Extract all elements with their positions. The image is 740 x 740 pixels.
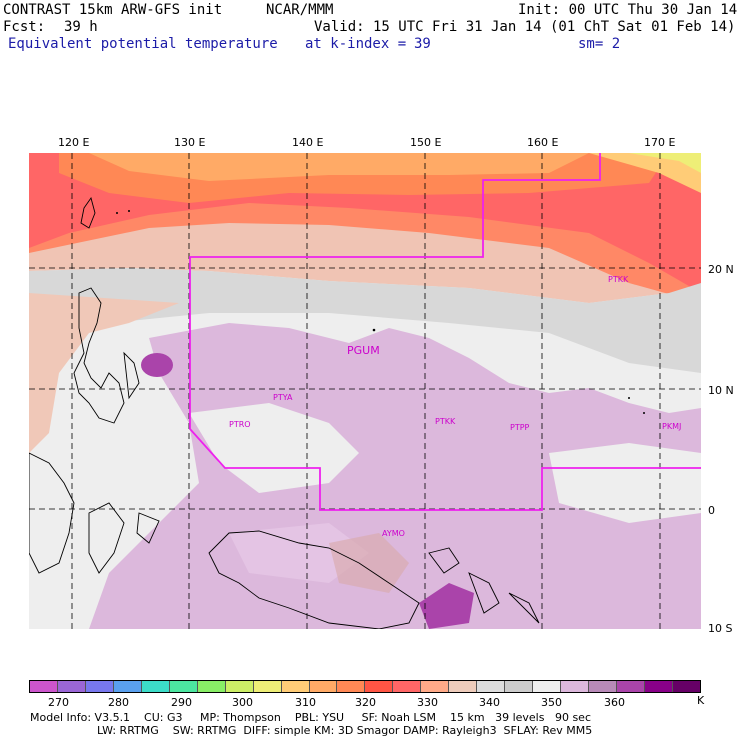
colorbar-swatch-16 bbox=[477, 681, 506, 692]
model-info-line2: LW: RRTMG SW: RRTMG DIFF: simple KM: 3D … bbox=[97, 724, 593, 737]
colorbar-swatch-2 bbox=[85, 681, 114, 692]
colorbar-swatch-23 bbox=[672, 681, 700, 692]
cbar-label-350: 350 bbox=[541, 696, 562, 709]
colorbar-swatch-7 bbox=[225, 681, 254, 692]
colorbar-swatch-18 bbox=[533, 681, 562, 692]
colorbar-swatch-12 bbox=[365, 681, 394, 692]
level-label: at k-index = bbox=[305, 36, 407, 52]
cbar-label-360: 360 bbox=[604, 696, 625, 709]
org-label: NCAR/MMM bbox=[266, 2, 334, 18]
station-ptpp: PTPP bbox=[510, 423, 530, 432]
colorbar-swatch-14 bbox=[421, 681, 450, 692]
colorbar-swatch-1 bbox=[57, 681, 86, 692]
cbar-label-330: 330 bbox=[417, 696, 438, 709]
cbar-label-280: 280 bbox=[108, 696, 129, 709]
cbar-label-270: 270 bbox=[48, 696, 69, 709]
coastlines bbox=[29, 196, 540, 629]
cbar-label-310: 310 bbox=[295, 696, 316, 709]
cbar-label-320: 320 bbox=[355, 696, 376, 709]
lat-lon-grid bbox=[29, 153, 701, 629]
colorbar-swatch-11 bbox=[337, 681, 366, 692]
colorbar-swatch-3 bbox=[113, 681, 142, 692]
forecast-label: Fcst: bbox=[3, 19, 46, 35]
model-info-line1: Model Info: V3.5.1 CU: G3 MP: Thompson P… bbox=[30, 711, 591, 724]
station-ptro: PTRO bbox=[229, 420, 251, 429]
cbar-label-340: 340 bbox=[479, 696, 500, 709]
colorbar-swatch-6 bbox=[197, 681, 226, 692]
map-panel: PTKK PGUM PTYA PTRO PTKK PTPP PKMJ AYMO bbox=[29, 153, 701, 629]
cbar-label-300: 300 bbox=[232, 696, 253, 709]
colorbar-swatch-21 bbox=[617, 681, 645, 692]
colorbar-swatch-20 bbox=[589, 681, 618, 692]
colorbar-swatch-8 bbox=[253, 681, 282, 692]
colorbar-swatch-19 bbox=[561, 681, 590, 692]
lon-label-120: 120 E bbox=[58, 136, 90, 149]
colorbar-swatch-22 bbox=[644, 681, 673, 692]
colorbar-swatch-13 bbox=[393, 681, 422, 692]
valid-time: Valid: 15 UTC Fri 31 Jan 14 (01 ChT Sat … bbox=[314, 19, 736, 35]
region-boundary bbox=[189, 153, 701, 511]
colorbar-swatch-5 bbox=[169, 681, 198, 692]
lon-label-140: 140 E bbox=[292, 136, 324, 149]
station-pkmj: PKMJ bbox=[662, 422, 681, 431]
init-time: Init: 00 UTC Thu 30 Jan 14 bbox=[518, 2, 738, 18]
map-svg: PTKK PGUM PTYA PTRO PTKK PTPP PKMJ AYMO bbox=[29, 153, 701, 629]
lon-label-170: 170 E bbox=[644, 136, 676, 149]
lon-label-160: 160 E bbox=[527, 136, 559, 149]
lon-label-130: 130 E bbox=[174, 136, 206, 149]
station-ptkk-north: PTKK bbox=[608, 275, 629, 284]
level-value: 39 bbox=[414, 36, 431, 52]
lon-label-150: 150 E bbox=[410, 136, 442, 149]
station-pgum: PGUM bbox=[347, 344, 380, 357]
lat-label-10n: 10 N bbox=[708, 384, 734, 397]
lat-label-20n: 20 N bbox=[708, 263, 734, 276]
colorbar-swatch-10 bbox=[309, 681, 338, 692]
colorbar-swatch-4 bbox=[141, 681, 170, 692]
station-ptya: PTYA bbox=[273, 393, 293, 402]
station-ptkk: PTKK bbox=[435, 417, 456, 426]
smoothing-label: sm= 2 bbox=[578, 36, 621, 52]
colorbar bbox=[29, 680, 701, 693]
lat-label-10s: 10 S bbox=[708, 622, 733, 635]
cbar-label-290: 290 bbox=[171, 696, 192, 709]
station-aymo: AYMO bbox=[382, 529, 405, 538]
forecast-value: 39 h bbox=[64, 19, 98, 35]
lat-label-eq: 0 bbox=[708, 504, 715, 517]
colorbar-swatch-15 bbox=[449, 681, 478, 692]
model-title: CONTRAST 15km ARW-GFS init bbox=[3, 2, 223, 18]
field-name: Equivalent potential temperature bbox=[8, 36, 278, 52]
colorbar-swatch-17 bbox=[505, 681, 534, 692]
cbar-unit: K bbox=[697, 694, 705, 707]
colorbar-swatch-9 bbox=[281, 681, 310, 692]
colorbar-swatch-0 bbox=[30, 681, 58, 692]
